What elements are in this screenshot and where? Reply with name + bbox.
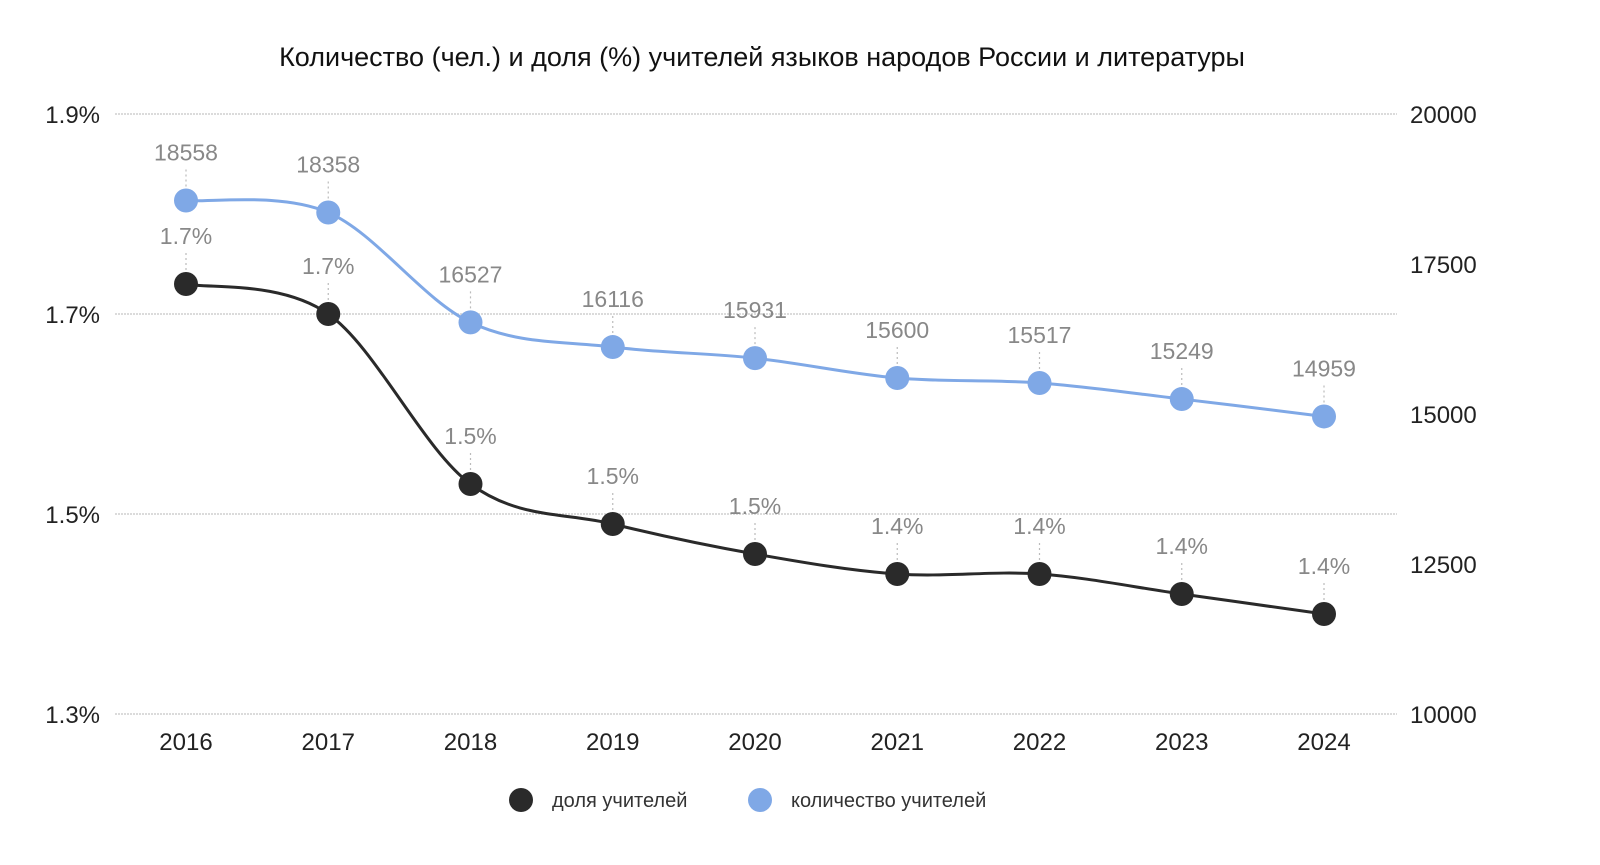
data-point xyxy=(600,335,625,360)
data-point xyxy=(174,188,198,213)
legend-label-share: доля учителей xyxy=(552,790,687,812)
data-label: 1.5% xyxy=(729,493,781,519)
data-label: 16527 xyxy=(439,261,503,287)
data-point xyxy=(1312,602,1336,626)
right-tick-label: 15000 xyxy=(1410,402,1477,429)
data-point xyxy=(458,310,483,335)
data-point xyxy=(743,542,767,566)
left-tick-label: 1.7% xyxy=(45,302,100,329)
chart-title: Количество (чел.) и доля (%) учителей яз… xyxy=(279,42,1245,72)
data-point xyxy=(743,346,767,371)
data-label: 1.4% xyxy=(1156,533,1208,559)
data-label: 1.4% xyxy=(1298,553,1350,579)
x-tick-label: 2016 xyxy=(159,729,212,756)
series-count: 18558 18358 16527 16116 15931 15600 15517 15249… xyxy=(154,140,1356,429)
x-tick-label: 2022 xyxy=(1013,729,1066,756)
data-label: 1.7% xyxy=(160,223,212,249)
left-tick-label: 1.5% xyxy=(45,502,100,529)
data-point xyxy=(174,272,198,296)
x-tick-label: 2019 xyxy=(586,729,639,756)
data-point xyxy=(316,302,341,326)
legend-marker-count xyxy=(748,788,772,812)
right-axis: 20000 17500 15000 12500 10000 xyxy=(1410,102,1477,729)
data-point xyxy=(1169,387,1194,412)
x-tick-label: 2021 xyxy=(871,729,924,756)
data-label: 15517 xyxy=(1008,322,1072,348)
data-label: 18358 xyxy=(296,152,360,178)
data-label: 1.4% xyxy=(1013,513,1065,539)
data-point xyxy=(458,472,483,496)
data-point xyxy=(885,562,910,586)
x-tick-label: 2017 xyxy=(302,729,355,756)
left-tick-label: 1.9% xyxy=(45,102,100,129)
data-point xyxy=(1027,370,1052,395)
data-label: 1.5% xyxy=(587,463,639,489)
x-tick-label: 2023 xyxy=(1155,729,1208,756)
data-point xyxy=(885,366,910,390)
series-share: 1.7% 1.7% 1.5% 1.5% 1.5% 1.4% 1.4% 1.4% 1.4% xyxy=(160,223,1350,626)
gridlines xyxy=(115,113,1397,715)
data-label: 18558 xyxy=(154,140,218,166)
data-label: 16116 xyxy=(582,286,644,312)
data-label: 15249 xyxy=(1150,338,1214,364)
x-tick-label: 2024 xyxy=(1297,729,1350,756)
data-point xyxy=(600,512,625,536)
right-tick-label: 20000 xyxy=(1410,102,1477,129)
data-point xyxy=(1027,562,1052,586)
data-label: 14959 xyxy=(1292,355,1356,381)
x-tick-label: 2018 xyxy=(444,729,497,756)
series-layer: 18558 18358 16527 16116 15931 15600 15517 15249… xyxy=(154,140,1356,626)
right-tick-label: 10000 xyxy=(1410,702,1477,729)
x-axis: 2016 2017 2018 2019 2020 2021 2022 2023 2024 xyxy=(159,729,1350,756)
left-tick-label: 1.3% xyxy=(45,702,100,729)
data-label: 15600 xyxy=(865,317,929,343)
right-tick-label: 12500 xyxy=(1410,552,1477,579)
legend-label-count: количество учителей xyxy=(791,790,986,812)
right-tick-label: 17500 xyxy=(1410,252,1477,279)
series-line xyxy=(185,282,1325,616)
x-tick-label: 2020 xyxy=(728,729,781,756)
data-label: 1.4% xyxy=(871,513,923,539)
left-axis: 1.9% 1.7% 1.5% 1.3% xyxy=(45,102,100,729)
data-point xyxy=(316,200,341,225)
data-point xyxy=(1312,404,1336,429)
data-label: 1.5% xyxy=(444,423,496,449)
legend: доля учителей количество учителей xyxy=(509,788,986,812)
data-point xyxy=(1169,582,1194,606)
data-label: 1.7% xyxy=(302,253,354,279)
data-label: 15931 xyxy=(723,297,787,323)
legend-marker-share xyxy=(509,788,533,812)
